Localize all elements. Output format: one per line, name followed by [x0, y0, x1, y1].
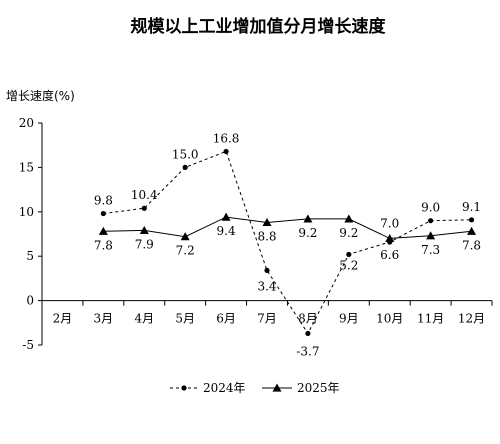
legend-2025-label: 2025年 [297, 381, 340, 395]
series-2-point [139, 225, 149, 235]
series-1-point [100, 210, 106, 217]
series-2-point [221, 212, 231, 221]
y-tick-label: 20 [19, 116, 34, 130]
data-label-2024: 10.4 [131, 188, 158, 202]
data-label-2024: 9.8 [94, 194, 113, 208]
x-category-label: 5月 [175, 312, 195, 326]
x-category-label: 4月 [134, 312, 154, 326]
y-tick-label: 15 [19, 160, 34, 174]
data-label-2024: 15.0 [172, 147, 199, 161]
data-label-2025: 8.8 [257, 229, 276, 243]
x-category-label: 10月 [376, 312, 403, 326]
series-2-point [262, 217, 272, 227]
x-category-label: 7月 [257, 312, 277, 326]
x-category-label: 12月 [458, 312, 485, 326]
y-tick-label: -5 [22, 338, 34, 352]
x-category-label: 3月 [94, 312, 114, 326]
y-tick-label: 0 [26, 294, 34, 308]
y-axis-label: 增长速度(%) [6, 88, 75, 103]
series-2-point [98, 226, 108, 235]
data-label-2025: 9.2 [339, 226, 358, 240]
series-layer [98, 148, 477, 337]
data-label-2024: 9.0 [421, 201, 440, 215]
data-label-2024: 16.8 [213, 131, 240, 145]
x-category-label: 6月 [216, 312, 236, 326]
data-labels: 9.8 10.4 15.0 16.8 3.4 -3.7 5.2 6.6 9.0 9.1 7.8 7.9… [94, 131, 481, 358]
legend-2025-marker [272, 383, 282, 392]
series-2-point [385, 233, 395, 243]
data-label-2025: 9.2 [298, 226, 317, 240]
series-2-point [344, 214, 354, 223]
series-1-point [141, 205, 147, 211]
data-label-2025: 7.8 [462, 238, 481, 252]
series-2-point [467, 226, 477, 235]
series-1-point [182, 164, 188, 170]
data-label-2025: 7.0 [380, 216, 399, 230]
data-label-2025: 9.4 [217, 224, 236, 238]
data-label-2025: 7.9 [135, 237, 154, 251]
series-1-point [305, 330, 311, 337]
series-1-point [223, 148, 229, 155]
series-1-point [428, 218, 434, 224]
data-label-2025: 7.2 [176, 244, 195, 258]
x-category-label: 8月 [298, 312, 318, 326]
x-category-label: 9月 [339, 312, 359, 326]
legend-2024-label: 2024年 [203, 381, 246, 395]
series-2-point [180, 232, 190, 241]
data-label-2024: 3.4 [257, 279, 276, 293]
x-category-label: 2月 [53, 312, 73, 326]
data-label-2024: -3.7 [296, 344, 319, 358]
data-label-2024: 5.2 [339, 258, 358, 272]
series-2-point [426, 231, 436, 240]
legend: 2024年 2025年 [170, 381, 340, 395]
legend-2024-marker [181, 385, 187, 391]
series-line-1 [103, 150, 472, 335]
series-1-point [264, 267, 270, 274]
series-2-point [303, 214, 313, 223]
chart-title: 规模以上工业增加值分月增长速度 [131, 16, 387, 37]
data-label-2025: 7.8 [94, 238, 113, 252]
series-1-point [346, 251, 352, 258]
axes: 20 15 10 5 0 -5 2月 3月 4月 5月 6月 7月 8月 9月 10月 11月 12月 [19, 116, 493, 352]
series-1-point [468, 217, 475, 223]
series-line-2 [103, 216, 472, 239]
y-tick-label: 10 [19, 205, 34, 219]
data-label-2025: 7.3 [421, 243, 440, 257]
data-label-2024: 6.6 [380, 248, 399, 262]
y-tick-label: 5 [26, 249, 34, 263]
x-category-label: 11月 [417, 312, 444, 326]
data-label-2024: 9.1 [462, 200, 481, 214]
